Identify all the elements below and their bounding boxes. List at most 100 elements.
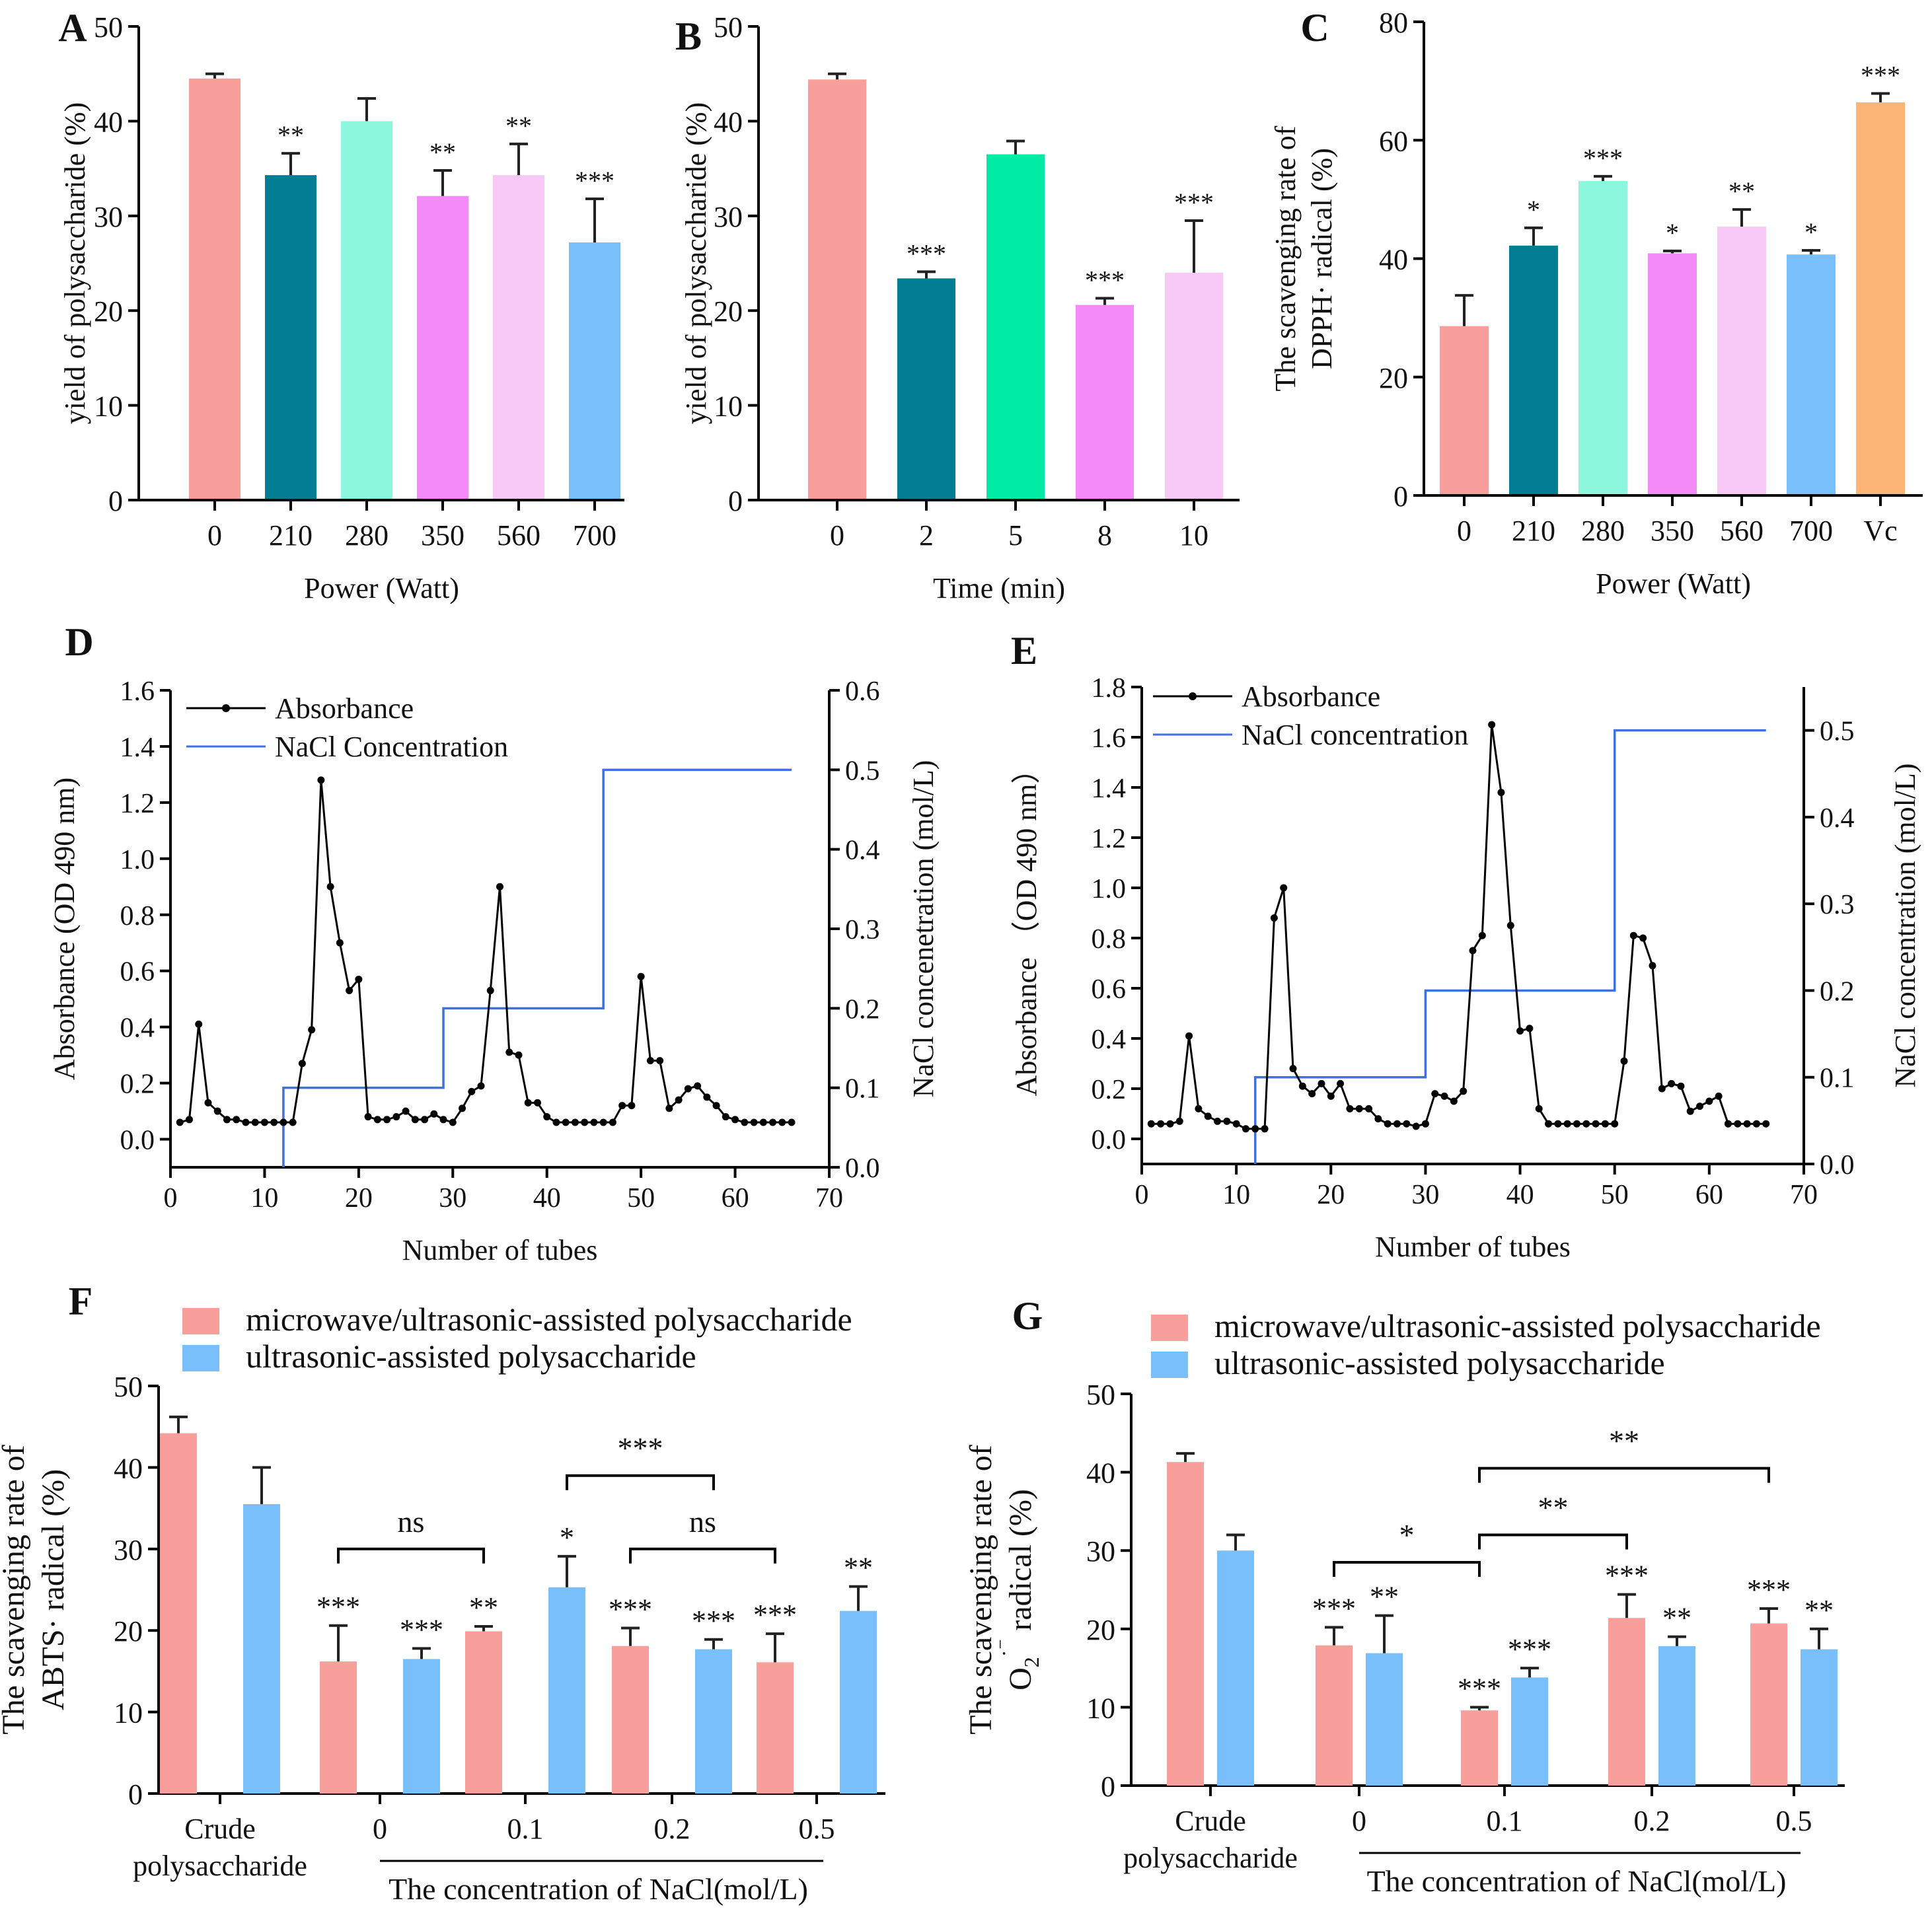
significance-label: ***	[575, 166, 614, 196]
absorbance-point	[524, 1099, 532, 1107]
absorbance-point	[1478, 931, 1486, 939]
y-tick-label: 10	[114, 1697, 143, 1729]
absorbance-point	[741, 1118, 749, 1126]
legend-nacl-label: NaCl Concentration	[275, 731, 508, 763]
bar-280	[341, 121, 392, 500]
absorbance-point	[637, 972, 645, 980]
x-tick-label: 560	[497, 519, 540, 552]
significance-label: ***	[1458, 1672, 1501, 1704]
absorbance-point	[1582, 1120, 1590, 1128]
absorbance-point	[1639, 934, 1647, 942]
x-tick-label: 60	[722, 1183, 749, 1214]
absorbance-point	[1261, 1125, 1269, 1133]
panel-label: A	[58, 6, 87, 50]
bar-0-0	[160, 1433, 197, 1794]
absorbance-point	[260, 1118, 268, 1126]
absorbance-point	[213, 1107, 221, 1115]
absorbance-point	[1752, 1120, 1760, 1128]
y-tick-label: 30	[114, 1534, 143, 1566]
y-right-tick-label: 0.0	[845, 1153, 880, 1184]
absorbance-point	[204, 1099, 212, 1107]
y-axis-label-part: ·⁻	[992, 1639, 1016, 1657]
significance-label: ***	[1508, 1633, 1551, 1665]
absorbance-point	[1592, 1120, 1600, 1128]
legend-swatch-1	[182, 1345, 219, 1371]
x-group-label: Crude	[184, 1813, 256, 1845]
y-tick-label: 50	[1086, 1379, 1115, 1411]
bar-1-4	[1801, 1649, 1838, 1786]
y-tick-label: 20	[1086, 1614, 1115, 1646]
absorbance-point	[317, 776, 325, 784]
y-right-tick-label: 0.2	[845, 994, 880, 1025]
x-group-label: 0.1	[1487, 1805, 1523, 1837]
bar-0-1	[320, 1661, 357, 1794]
absorbance-point	[712, 1102, 720, 1110]
absorbance-point	[1157, 1120, 1165, 1128]
x-group-label: 0.2	[654, 1813, 690, 1845]
absorbance-point	[1337, 1079, 1345, 1087]
x-tick-label: 20	[1317, 1180, 1345, 1210]
panel-label: F	[69, 1280, 93, 1323]
bar-0-4	[1750, 1623, 1787, 1786]
absorbance-point	[590, 1118, 598, 1126]
absorbance-point	[1232, 1120, 1240, 1128]
absorbance-point	[1450, 1097, 1458, 1105]
absorbance-point	[364, 1113, 372, 1121]
absorbance-point	[1611, 1120, 1619, 1128]
absorbance-point	[1601, 1120, 1609, 1128]
absorbance-point	[675, 1096, 683, 1104]
legend-absorbance-label: Absorbance	[275, 692, 414, 725]
x-tick-label: 0	[164, 1183, 178, 1214]
significance-bracket	[1478, 1467, 1770, 1483]
x-tick-label: 210	[269, 519, 313, 552]
y-tick-label: 0	[1101, 1770, 1115, 1803]
absorbance-point	[1506, 922, 1514, 929]
bracket-label: ns	[398, 1505, 425, 1539]
absorbance-point	[308, 1026, 316, 1034]
legend-nacl-label: NaCl concentration	[1242, 719, 1468, 751]
absorbance-point	[1393, 1120, 1401, 1128]
bar-1-3	[1658, 1646, 1695, 1786]
bar-5	[986, 154, 1045, 501]
y-axis-label-line1: The scavenging rate of	[963, 1445, 998, 1734]
x-tick-label: 700	[1789, 515, 1833, 547]
significance-label: ***	[1312, 1592, 1356, 1624]
bar-2	[897, 278, 955, 500]
absorbance-point	[242, 1118, 250, 1126]
significance-label: ***	[1747, 1574, 1791, 1606]
bar-0-3	[1608, 1618, 1645, 1786]
x-group-label: 0	[373, 1813, 387, 1845]
nacl-concentration-line	[1254, 729, 1766, 1164]
bar-1-1	[1366, 1653, 1403, 1786]
absorbance-point	[1440, 1092, 1448, 1100]
absorbance-point	[1270, 914, 1278, 922]
significance-label: ***	[1583, 143, 1623, 173]
absorbance-point	[1535, 1105, 1543, 1112]
absorbance-point	[459, 1105, 466, 1112]
absorbance-point	[665, 1105, 673, 1112]
absorbance-point	[1147, 1120, 1155, 1128]
absorbance-point	[1223, 1117, 1231, 1125]
x-tick-label: 0	[207, 519, 222, 552]
absorbance-point	[383, 1116, 391, 1124]
bar-210	[1509, 245, 1558, 495]
absorbance-point	[468, 1087, 476, 1095]
absorbance-point	[1204, 1112, 1212, 1120]
significance-label: ***	[907, 238, 946, 268]
x-tick-label: 210	[1512, 515, 1555, 547]
significance-label: **	[429, 137, 456, 167]
significance-bracket	[629, 1547, 776, 1564]
absorbance-point	[618, 1102, 626, 1110]
absorbance-point	[1469, 947, 1477, 955]
y-tick-label: 30	[1086, 1535, 1115, 1568]
absorbance-point	[176, 1118, 184, 1126]
significance-label: **	[278, 120, 304, 150]
y-tick-label: 0.4	[120, 1013, 155, 1044]
absorbance-point	[1421, 1120, 1429, 1128]
absorbance-point	[1298, 1082, 1306, 1090]
bar-0	[1440, 326, 1489, 495]
x-axis-label: Number of tubes	[402, 1234, 598, 1266]
absorbance-point	[355, 975, 363, 983]
absorbance-point	[609, 1118, 616, 1126]
x-group-label: polysaccharide	[1123, 1842, 1298, 1874]
